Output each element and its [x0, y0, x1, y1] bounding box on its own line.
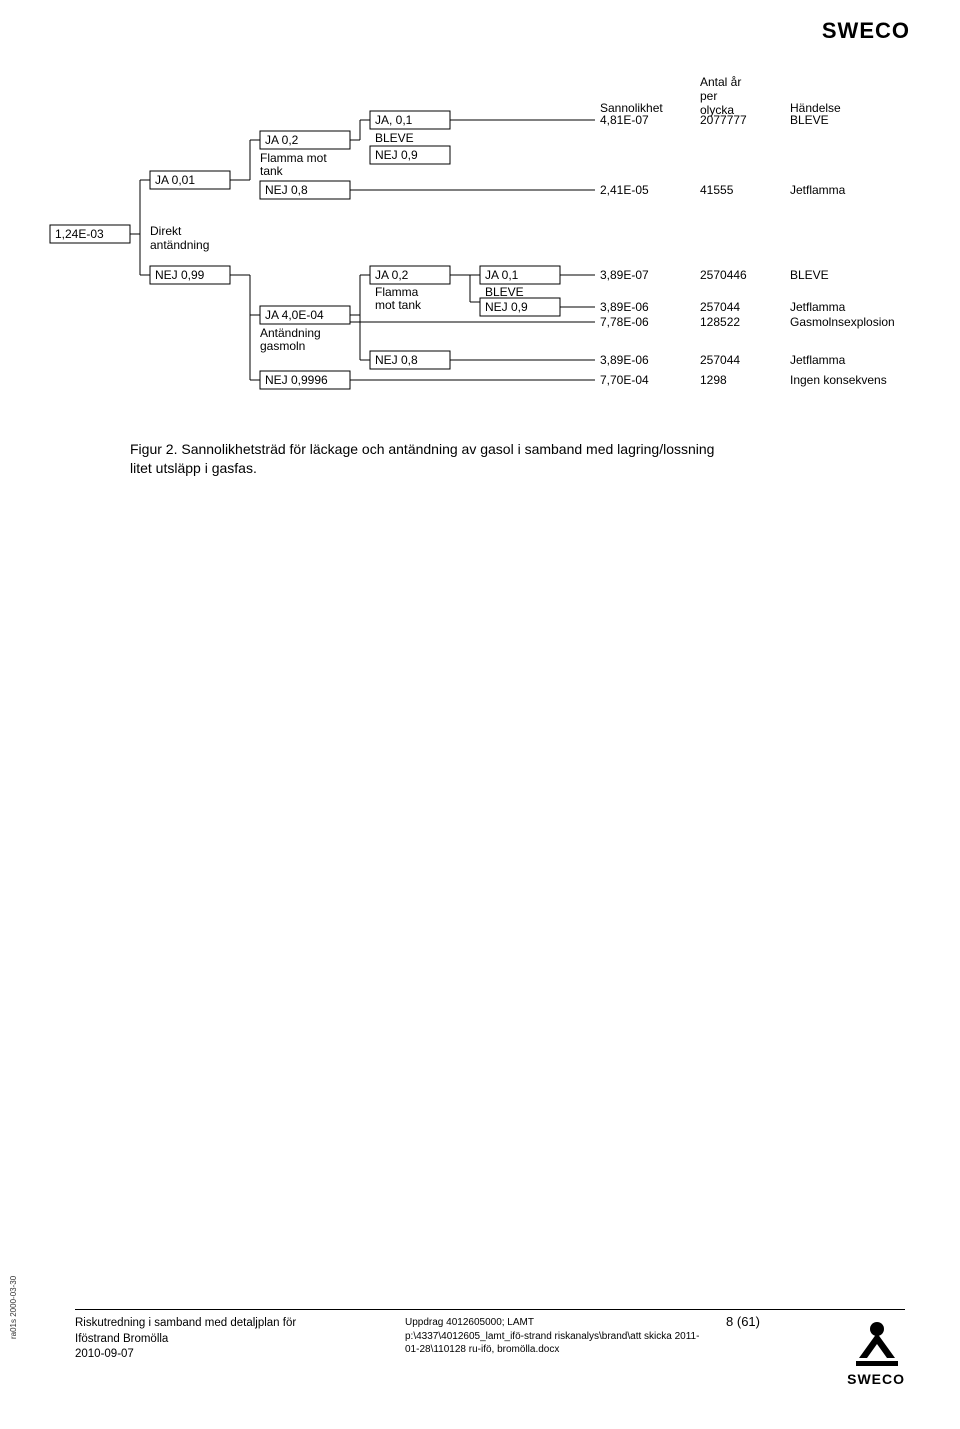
sweco-logo-text: SWECO: [847, 1370, 905, 1389]
ig2: gasmoln: [260, 339, 305, 353]
o7h: Ingen konsekvens: [790, 373, 887, 387]
o3h: BLEVE: [790, 268, 829, 282]
o6h: Jetflamma: [790, 353, 846, 367]
flamL1: Flamma: [375, 285, 419, 299]
o2h: Jetflamma: [790, 183, 846, 197]
o6y: 257044: [700, 353, 740, 367]
figure-caption: Figur 2. Sannolikhetsträd för läckage oc…: [130, 440, 830, 478]
ja01: JA, 0,1: [375, 113, 413, 127]
hdr-antal1: Antal år: [700, 75, 741, 89]
o1h: BLEVE: [790, 113, 829, 127]
flam2: tank: [260, 164, 284, 178]
ja02: JA 0,2: [265, 133, 299, 147]
o4s: 3,89E-06: [600, 300, 649, 314]
ja001: JA 0,01: [155, 173, 195, 187]
ig1: Antändning: [260, 326, 321, 340]
nej09996: NEJ 0,9996: [265, 373, 328, 387]
flam-nej: NEJ 0,8: [375, 353, 418, 367]
o3s: 3,89E-07: [600, 268, 649, 282]
side-text: ra01s 2000-03-30: [9, 1276, 18, 1339]
o1s: 4,81E-07: [600, 113, 649, 127]
ja4e04: JA 4,0E-04: [265, 308, 324, 322]
nej09: NEJ 0,9: [375, 148, 418, 162]
flam-ja: JA 0,2: [375, 268, 409, 282]
o5y: 128522: [700, 315, 740, 329]
footer-left1: Riskutredning i samband med detaljplan f…: [75, 1316, 335, 1332]
o3y: 2570446: [700, 268, 747, 282]
o2y: 41555: [700, 183, 734, 197]
sweco-logo-icon: [850, 1318, 905, 1370]
hdr-antal2: per: [700, 89, 717, 103]
bl-ja: JA 0,1: [485, 268, 519, 282]
footer: Riskutredning i samband med detaljplan f…: [75, 1309, 905, 1389]
bl-nej: NEJ 0,9: [485, 300, 528, 314]
o5s: 7,78E-06: [600, 315, 649, 329]
footer-mid3: 01-28\110128 ru-ifö, bromölla.docx: [405, 1343, 735, 1357]
o7y: 1298: [700, 373, 727, 387]
footer-mid1: Uppdrag 4012605000; LAMT: [405, 1316, 735, 1330]
bl-lbl: BLEVE: [485, 285, 524, 299]
o1y: 2077777: [700, 113, 747, 127]
root-lbl1: Direkt: [150, 224, 182, 238]
o6s: 3,89E-06: [600, 353, 649, 367]
footer-left3: 2010-09-07: [75, 1347, 335, 1363]
root-val: 1,24E-03: [55, 227, 104, 241]
nej08: NEJ 0,8: [265, 183, 308, 197]
o4y: 257044: [700, 300, 740, 314]
bleve-lbl: BLEVE: [375, 131, 414, 145]
o7s: 7,70E-04: [600, 373, 649, 387]
root-lbl2: antändning: [150, 238, 209, 252]
caption-l2: litet utsläpp i gasfas.: [130, 460, 257, 476]
flamL2: mot tank: [375, 298, 422, 312]
nej099: NEJ 0,99: [155, 268, 205, 282]
footer-mid2: p:\4337\4012605_lamt_ifö-strand riskanal…: [405, 1330, 735, 1344]
o4h: Jetflamma: [790, 300, 846, 314]
event-tree: Sannolikhet Antal år per olycka Händelse…: [40, 70, 940, 430]
caption-l1: Figur 2. Sannolikhetsträd för läckage oc…: [130, 441, 714, 457]
header-logo: SWECO: [822, 18, 910, 44]
o2s: 2,41E-05: [600, 183, 649, 197]
o5h: Gasmolnsexplosion: [790, 315, 895, 329]
flam1: Flamma mot: [260, 151, 327, 165]
footer-left2: Iföstrand Bromölla: [75, 1332, 335, 1348]
